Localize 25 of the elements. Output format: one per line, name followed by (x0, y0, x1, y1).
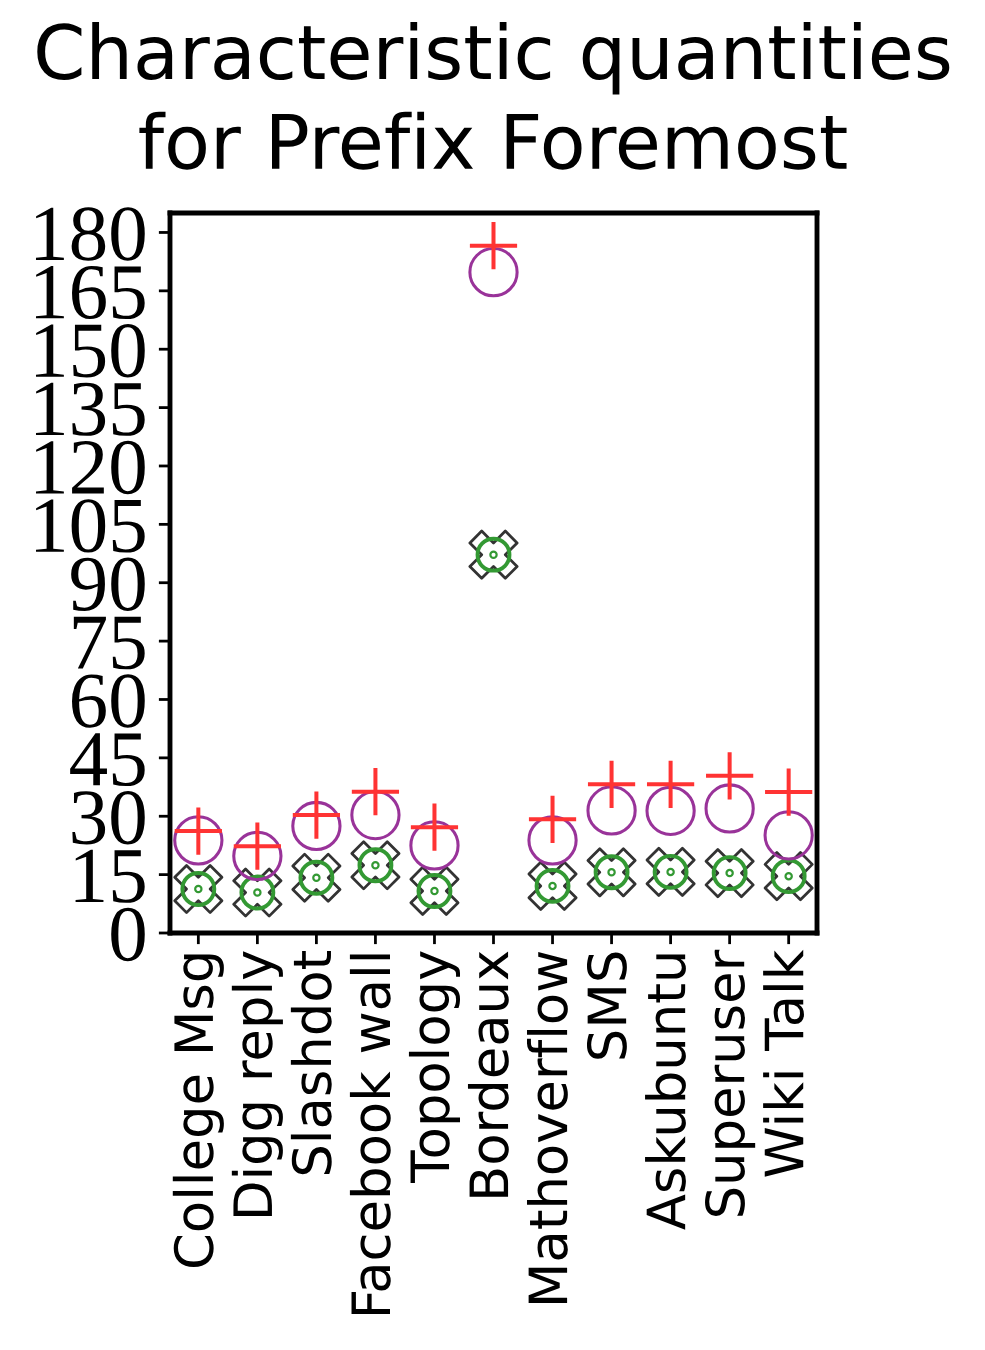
x-tick-label: Facebook wall (349, 954, 391, 1315)
y-tick-label: 120 (35, 440, 145, 495)
y-tick-label: 90 (71, 557, 145, 611)
x-tick-label: Mathoverflow (526, 951, 568, 1303)
y-tick-label: 135 (35, 382, 145, 436)
x-tick-label: Askubuntu (645, 954, 686, 1230)
x-tick-label: Slashdot (290, 950, 332, 1175)
x-tick-label: Digg reply (231, 951, 283, 1216)
y-tick-label: 45 (70, 733, 145, 787)
y-tick-label: 150 (35, 324, 145, 378)
y-tick-label: 0 (111, 907, 145, 962)
y-tick-label: 75 (73, 616, 145, 670)
y-tick-label: 60 (72, 674, 145, 728)
y-tick-label: 15 (75, 849, 145, 903)
y-tick-label: 30 (72, 791, 145, 845)
x-tick-label: Superuser (705, 949, 756, 1216)
x-tick-label: Bordeaux (467, 951, 509, 1197)
x-tick-label: Wiki Talk (763, 949, 804, 1177)
y-tick-label: 180 (35, 207, 145, 261)
x-tick-label: Topology (408, 951, 461, 1183)
chart-title: Characteristic quantities for Prefix Foremost (37, 22, 950, 170)
y-tick-label: 105 (35, 499, 145, 553)
y-tick-label: 165 (35, 265, 145, 320)
x-tick-label: SMS (586, 952, 627, 1059)
x-tick-label: College Msg (172, 954, 224, 1267)
